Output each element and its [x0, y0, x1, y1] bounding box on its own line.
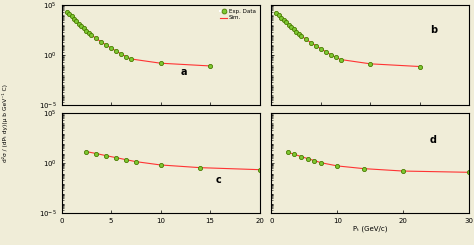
Text: c: c	[216, 175, 222, 185]
X-axis label: Pₜ (GeV/c): Pₜ (GeV/c)	[353, 225, 388, 232]
Text: d: d	[430, 135, 437, 145]
Legend: Exp. Data, Sim.: Exp. Data, Sim.	[219, 8, 257, 22]
Text: b: b	[430, 25, 437, 35]
Text: a: a	[180, 67, 187, 77]
Text: d²σ / (dPₜ dy)(μ b GeV⁻¹ C): d²σ / (dPₜ dy)(μ b GeV⁻¹ C)	[2, 84, 9, 161]
